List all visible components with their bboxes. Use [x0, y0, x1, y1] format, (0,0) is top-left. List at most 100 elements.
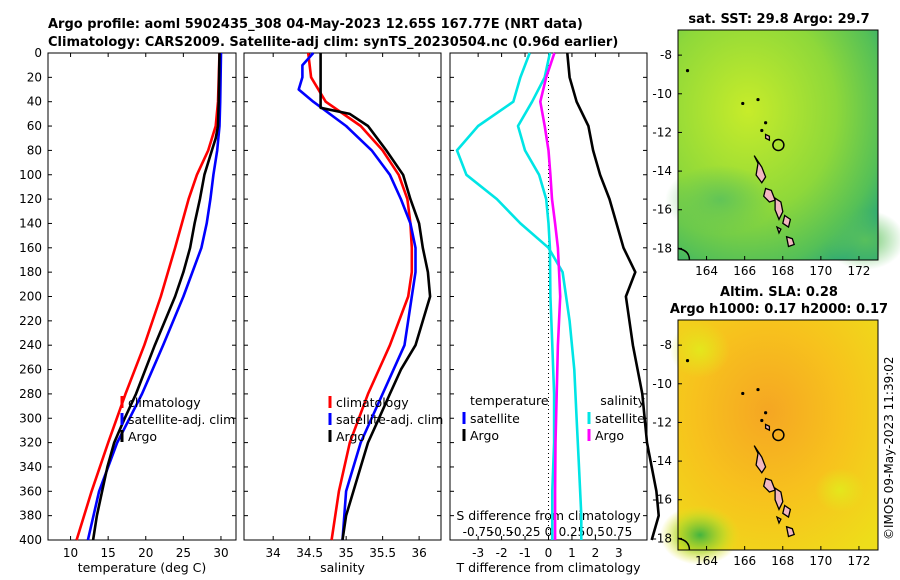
salinity-tick-label: 0: [545, 525, 553, 539]
difference-series-3: [538, 52, 562, 540]
salinity-tick-label: 0.75: [605, 525, 632, 539]
map-ytick-label: -8: [660, 338, 672, 352]
imos-watermark: ©IMOS 09-May-2023 11:39:02: [882, 356, 896, 540]
map-xtick-label: 170: [809, 264, 832, 278]
temperature-series-0: [75, 52, 221, 541]
map-ytick-label: -16: [652, 203, 672, 217]
map-frame: [677, 319, 879, 551]
islet: [764, 121, 768, 125]
island-outline: [775, 515, 782, 525]
sst-map-cool-region: [665, 165, 775, 235]
salinity-panel: 34 34.5 35 35.5 36 salinity climatology satelli…: [243, 52, 443, 575]
island-outline: [753, 155, 767, 184]
ytick-label: 140: [19, 216, 42, 230]
legend-label: Argo: [128, 429, 157, 444]
xtick-label: 25: [176, 546, 191, 560]
map-ytick-label: -18: [652, 531, 672, 545]
sla-map-title-2: Argo h1000: 0.17 h2000: 0.17: [670, 302, 888, 317]
map-ytick-label: -12: [652, 415, 672, 429]
map-xtick-label: 166: [733, 554, 756, 568]
xtick-label: 34.5: [296, 546, 323, 560]
sst-map-panel: sat. SST: 29.8 Argo: 29.7 164 166 168 170 17…: [652, 12, 900, 278]
salinity-xlabel: salinity: [320, 560, 365, 575]
ytick-label: 180: [19, 265, 42, 279]
difference-panel: -3 -2 -1 0 1 2 3T difference from climatology S…: [449, 52, 661, 575]
sla-map-title-1: Altim. SLA: 0.28: [720, 285, 838, 300]
ytick-label: 220: [19, 314, 42, 328]
map-ytick-label: -8: [660, 48, 672, 62]
map-xtick-label: 168: [771, 264, 794, 278]
xtick-label: 2: [592, 546, 600, 560]
temperature-xlabel: temperature (deg C): [78, 560, 207, 575]
xtick-label: 10: [63, 546, 78, 560]
xtick-label: -3: [472, 546, 484, 560]
islet: [764, 411, 768, 415]
ytick-label: 40: [27, 95, 42, 109]
map-xtick-label: 172: [847, 264, 870, 278]
xtick-label: 35.5: [369, 546, 396, 560]
xtick-label: 3: [615, 546, 623, 560]
island-outline: [753, 445, 767, 474]
island-outline: [764, 133, 771, 142]
sla-map-yellow-region: [670, 322, 730, 378]
salinity-diff-label: S difference from climatology: [456, 508, 641, 523]
sst-map-title: sat. SST: 29.8 Argo: 29.7: [688, 12, 869, 27]
map-ytick-label: -14: [652, 164, 672, 178]
islet: [756, 387, 760, 392]
island-outline: [774, 196, 784, 221]
ytick-label: 200: [19, 290, 42, 304]
temperature-series-2: [91, 52, 221, 541]
map-frame: [677, 29, 879, 261]
ytick-label: 80: [27, 143, 42, 157]
island-outline: [762, 477, 776, 493]
ytick-label: 260: [19, 363, 42, 377]
xtick-label: 34: [266, 546, 281, 560]
xtick-label: 35: [339, 546, 354, 560]
salinity-tick-label: -0.25: [510, 525, 541, 539]
sla-map-panel: Altim. SLA: 0.28 Argo h1000: 0.17 h2000:…: [652, 285, 888, 568]
xtick-label: 15: [101, 546, 116, 560]
island-outline: [774, 486, 784, 511]
map-ytick-label: -18: [652, 241, 672, 255]
island-outline: [785, 235, 796, 248]
figure-title-line2: Climatology: CARS2009. Satellite-adj cli…: [48, 35, 618, 50]
sla-map-yellow-region-2: [815, 468, 865, 512]
salinity-series-2: [319, 53, 432, 541]
ytick-label: 320: [19, 436, 42, 450]
ytick-label: 60: [27, 119, 42, 133]
salinity-tick-label: -0.5: [490, 525, 513, 539]
islet: [685, 358, 690, 363]
islet: [741, 391, 745, 396]
legend-label: satellite-adj. clim: [336, 412, 443, 427]
map-ytick-label: -10: [652, 377, 672, 391]
ytick-label: 300: [19, 411, 42, 425]
legend-label: satellite-adj. clim: [128, 412, 235, 427]
island-outline: [775, 225, 782, 235]
map-ytick-label: -14: [652, 454, 672, 468]
legend-title-salinity: salinity: [600, 393, 645, 408]
ytick-label: 20: [27, 70, 42, 84]
salinity-series-0: [306, 52, 414, 541]
island-outline: [785, 525, 796, 538]
island-outline: [782, 504, 792, 519]
salinity-series-1: [297, 52, 417, 541]
argo-position-marker: [772, 428, 785, 442]
ytick-label: 0: [34, 46, 42, 60]
difference-xlabel: T difference from climatology: [455, 560, 641, 575]
xtick-label: 0: [545, 546, 553, 560]
map-xtick-label: 164: [695, 554, 718, 568]
island-outline: [762, 187, 776, 203]
map-ytick-label: -12: [652, 125, 672, 139]
islet: [760, 418, 764, 423]
legend-label: Argo: [336, 429, 365, 444]
temperature-panel: 0 20 40 60 80 100 120 140 160 180 200 220 240 260 280 3…: [19, 46, 237, 575]
salinity-tick-label: 0.5: [586, 525, 605, 539]
island-outline: [764, 423, 771, 432]
xtick-label: 36: [411, 546, 426, 560]
xtick-label: 20: [138, 546, 153, 560]
ytick-label: 100: [19, 168, 42, 182]
xtick-label: 1: [568, 546, 576, 560]
ytick-label: 160: [19, 241, 42, 255]
ytick-label: 400: [19, 533, 42, 547]
